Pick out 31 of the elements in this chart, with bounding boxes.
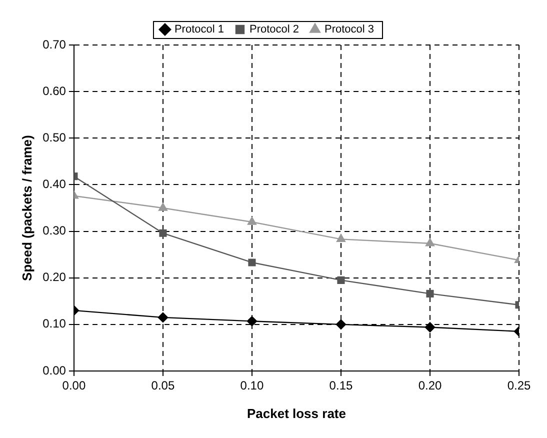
point bbox=[337, 276, 345, 284]
point bbox=[159, 229, 167, 237]
point bbox=[247, 216, 256, 225]
y-tick-label: 0.00 bbox=[42, 363, 66, 378]
legend-label: Protocol 1 bbox=[174, 24, 224, 36]
point bbox=[336, 319, 346, 330]
point bbox=[424, 322, 436, 332]
y-tick-label: 0.20 bbox=[42, 270, 66, 284]
y-tick-label: 0.70 bbox=[42, 37, 66, 52]
x-axis-title: Packet loss rate bbox=[246, 406, 346, 421]
point bbox=[158, 202, 168, 211]
point bbox=[248, 258, 256, 266]
y-tick-label: 0.50 bbox=[42, 130, 66, 144]
x-tick-label: 0.10 bbox=[240, 378, 264, 393]
legend-label: Protocol 3 bbox=[324, 24, 374, 36]
point bbox=[246, 316, 258, 326]
point bbox=[336, 234, 346, 242]
x-tick-label: 0.15 bbox=[329, 378, 353, 393]
x-tick-label: 0.25 bbox=[507, 378, 531, 393]
y-tick-label: 0.10 bbox=[42, 316, 66, 331]
x-tick-label: 0.05 bbox=[151, 378, 175, 393]
x-tick-label: 0.20 bbox=[418, 378, 442, 393]
y-tick-label: 0.40 bbox=[42, 177, 66, 192]
x-tick-label: 0.00 bbox=[62, 378, 86, 393]
y-tick-label: 0.60 bbox=[42, 84, 66, 98]
y-tick-label: 0.30 bbox=[42, 224, 66, 238]
point bbox=[426, 290, 434, 298]
point bbox=[425, 238, 434, 246]
point bbox=[158, 312, 168, 323]
y-axis-title: Speed (packets / frame) bbox=[19, 135, 34, 281]
legend-label: Protocol 2 bbox=[249, 24, 300, 36]
